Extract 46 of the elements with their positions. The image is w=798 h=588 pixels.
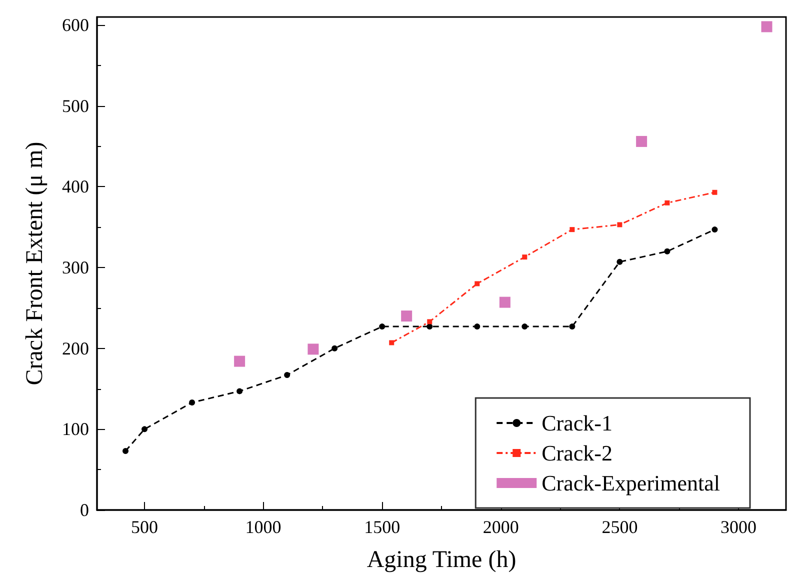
point [712,190,718,195]
point [570,227,575,232]
x-tick-label: 2000 [482,517,519,537]
point [236,388,243,394]
point [664,200,670,206]
y-tick-label: 100 [62,419,89,440]
point [401,310,412,322]
point [189,400,196,406]
x-tick-label: 1000 [245,517,282,537]
legend-label: Crack-Experimental [542,470,720,496]
point [617,222,622,228]
point [569,324,576,330]
point [234,356,246,367]
y-axis-title: Crack Front Extent (μ m) [22,142,48,386]
point [427,319,432,324]
point [522,324,528,330]
x-tick-label: 1500 [364,517,400,537]
point [616,258,623,265]
y-tick-label: 400 [62,176,89,197]
point [308,344,319,355]
point [426,324,433,330]
point [522,254,528,260]
point [379,324,386,330]
point [664,248,670,254]
point [142,426,148,432]
legend-label: Crack-1 [542,410,612,436]
point [474,281,480,286]
point [474,324,480,330]
y-tick-label: 200 [62,338,89,358]
y-tick-label: 0 [80,500,89,520]
y-tick-label: 600 [62,15,89,36]
point [499,296,510,308]
point [712,226,718,233]
point [636,136,648,147]
legend-label: Crack-2 [542,440,612,466]
x-axis-title: Aging Time (h) [366,547,516,573]
point [122,448,129,454]
point [332,345,338,352]
x-tick-label: 2500 [602,517,638,537]
y-tick-label: 500 [62,96,89,116]
point [284,372,290,378]
point [389,340,394,346]
x-tick-label: 500 [131,517,158,537]
y-tick-label: 300 [62,258,89,278]
point [761,21,772,32]
x-tick-label: 3000 [720,517,756,537]
